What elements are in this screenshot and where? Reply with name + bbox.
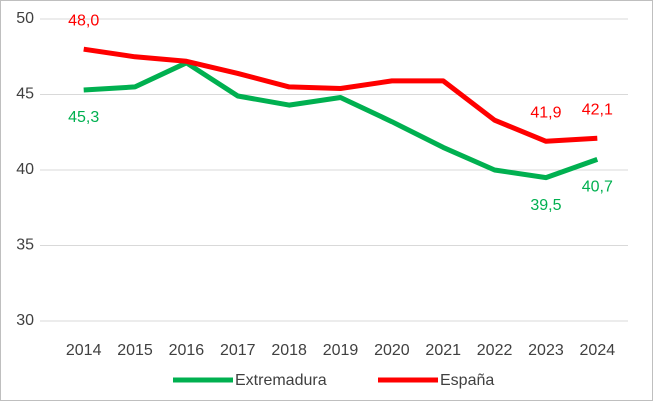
- x-tick-label: 2018: [271, 342, 307, 359]
- series-line: [83, 60, 599, 181]
- data-label: 40,7: [582, 179, 613, 196]
- data-label: 48,0: [68, 12, 99, 29]
- x-tick-label: 2017: [220, 342, 256, 359]
- y-tick-label: 35: [16, 237, 34, 254]
- x-tick-label: 2020: [374, 342, 410, 359]
- y-tick-label: 45: [16, 86, 34, 103]
- y-tick-label: 30: [16, 312, 34, 329]
- x-tick-label: 2024: [580, 342, 616, 359]
- x-tick-label: 2021: [425, 342, 461, 359]
- x-tick-label: 2016: [169, 342, 205, 359]
- x-tick-label: 2022: [477, 342, 513, 359]
- y-tick-label: 40: [16, 161, 34, 178]
- legend-label: Extremadura: [235, 372, 327, 389]
- x-tick-label: 2015: [117, 342, 153, 359]
- data-label: 39,5: [530, 197, 561, 214]
- y-tick-label: 50: [16, 10, 34, 27]
- data-label: 41,9: [530, 105, 561, 122]
- series-line: [83, 46, 598, 144]
- x-tick-label: 2014: [66, 342, 102, 359]
- legend-label: España: [440, 372, 494, 389]
- data-label: 45,3: [68, 109, 99, 126]
- x-tick-label: 2023: [528, 342, 564, 359]
- data-label: 42,1: [582, 102, 613, 119]
- x-tick-label: 2019: [323, 342, 359, 359]
